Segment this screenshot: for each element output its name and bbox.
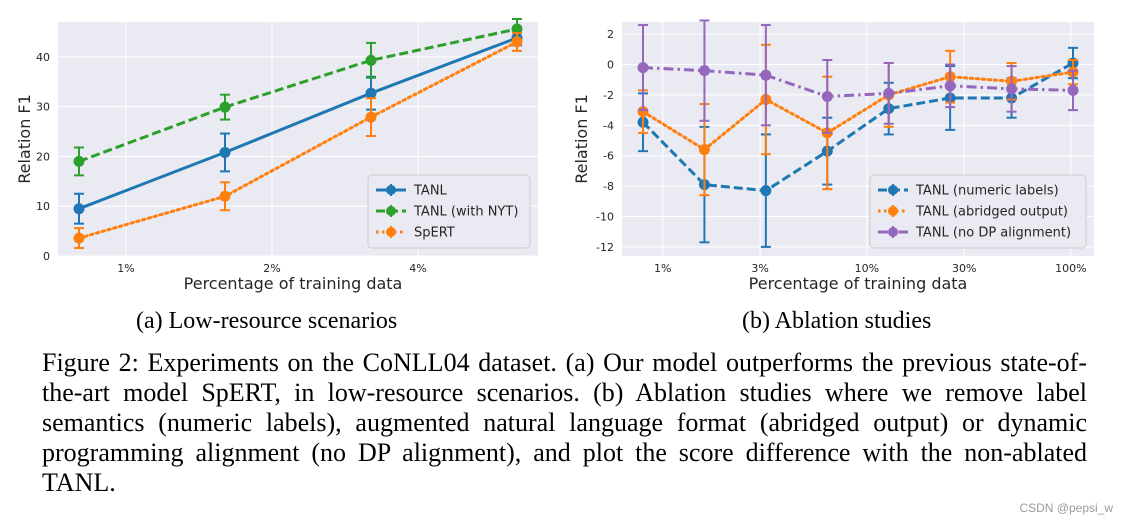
y-tick-label: -2	[603, 89, 614, 102]
series-line	[78, 27, 518, 163]
legend-label: TANL (with NYT)	[413, 205, 518, 220]
legend: TANL TANL (with NYT) SpERT	[367, 174, 531, 249]
data-point	[511, 36, 523, 48]
y-tick-label: 0	[43, 250, 50, 263]
legend-item: TANL (with NYT)	[376, 205, 518, 220]
legend-marker	[386, 206, 396, 216]
series-line	[78, 36, 518, 211]
series-tanl-with-nyt	[73, 18, 523, 177]
y-axis-label: Relation F1	[572, 94, 591, 184]
legend-marker	[888, 185, 898, 195]
y-tick-label: 30	[36, 101, 50, 114]
legend-label: TANL (abridged output)	[915, 205, 1068, 220]
data-point	[73, 155, 85, 167]
series-spert	[73, 31, 523, 250]
figure-caption: Figure 2: Experiments on the CoNLL04 dat…	[42, 348, 1087, 497]
legend-label: SpERT	[414, 226, 455, 241]
data-point	[511, 23, 523, 35]
y-tick-label: -10	[596, 210, 614, 223]
legend-marker	[888, 206, 898, 216]
chart-ablation: 2 0 -2 -4 -6 -8 -10 -12 1% 3% 10% 30% 100% Relation…	[572, 19, 1094, 293]
chart-low-resource: 0 10 20 30 40 1% 2% 4% Relation F1 Percentage …	[15, 18, 538, 293]
x-tick-label: 3%	[751, 262, 768, 275]
data-point	[1067, 84, 1079, 96]
y-tick-label: -4	[603, 119, 614, 132]
legend-label: TANL (no DP alignment)	[915, 226, 1071, 241]
data-point	[637, 106, 649, 118]
data-point	[365, 54, 377, 66]
data-point	[219, 146, 231, 158]
legend-marker	[386, 185, 396, 195]
x-tick-label: 4%	[409, 262, 426, 275]
legend-item: TANL	[376, 184, 448, 199]
x-tick-label: 30%	[952, 262, 976, 275]
data-point	[637, 62, 649, 74]
series-tanl-no-dp-alignment	[637, 19, 1079, 134]
y-tick-label: 20	[36, 150, 50, 163]
y-tick-label: 40	[36, 51, 50, 64]
series-line	[641, 61, 1074, 193]
data-point	[73, 203, 85, 215]
y-tick-label: -8	[603, 180, 614, 193]
legend-item: TANL (abridged output)	[878, 205, 1068, 220]
x-tick-label: 10%	[855, 262, 879, 275]
data-point	[73, 232, 85, 244]
y-tick-label: 10	[36, 200, 50, 213]
y-tick-label: 0	[607, 59, 614, 72]
legend-marker	[386, 227, 396, 237]
legend-item: TANL (no DP alignment)	[878, 226, 1071, 241]
legend: TANL (numeric labels) TANL (abridged outp…	[869, 174, 1087, 249]
legend-label: TANL (numeric labels)	[915, 184, 1059, 199]
data-point	[821, 90, 833, 102]
x-tick-label: 1%	[117, 262, 134, 275]
legend-box	[869, 174, 1087, 249]
subcaption-b: (b) Ablation studies	[742, 308, 932, 334]
data-point	[944, 80, 956, 92]
x-tick-label: 100%	[1055, 262, 1086, 275]
x-tick-label: 2%	[263, 262, 280, 275]
y-tick-label: -12	[596, 241, 614, 254]
subcaption-a: (a) Low-resource scenarios	[136, 308, 398, 334]
x-axis-label: Percentage of training data	[749, 274, 968, 293]
y-axis-label: Relation F1	[15, 94, 34, 184]
legend-label: TANL	[413, 184, 448, 199]
series-line	[77, 40, 519, 240]
legend-box	[367, 174, 531, 249]
data-point	[219, 190, 231, 202]
data-point	[1006, 83, 1018, 95]
x-axis-label: Percentage of training data	[184, 274, 403, 293]
series-line	[641, 70, 1075, 152]
data-point	[698, 144, 710, 156]
x-tick-label: 1%	[654, 262, 671, 275]
legend-item: TANL (numeric labels)	[878, 184, 1059, 199]
series-line	[642, 66, 1074, 99]
data-point	[365, 87, 377, 99]
watermark: CSDN @pepsi_w	[1019, 501, 1113, 515]
data-point	[365, 111, 377, 123]
data-point	[219, 101, 231, 113]
data-point	[760, 185, 772, 197]
y-tick-label: 2	[607, 28, 614, 41]
data-point	[698, 65, 710, 77]
data-point	[760, 69, 772, 81]
data-point	[883, 87, 895, 99]
legend-marker	[888, 227, 898, 237]
legend-item: SpERT	[376, 226, 455, 241]
y-tick-label: -6	[603, 150, 614, 163]
